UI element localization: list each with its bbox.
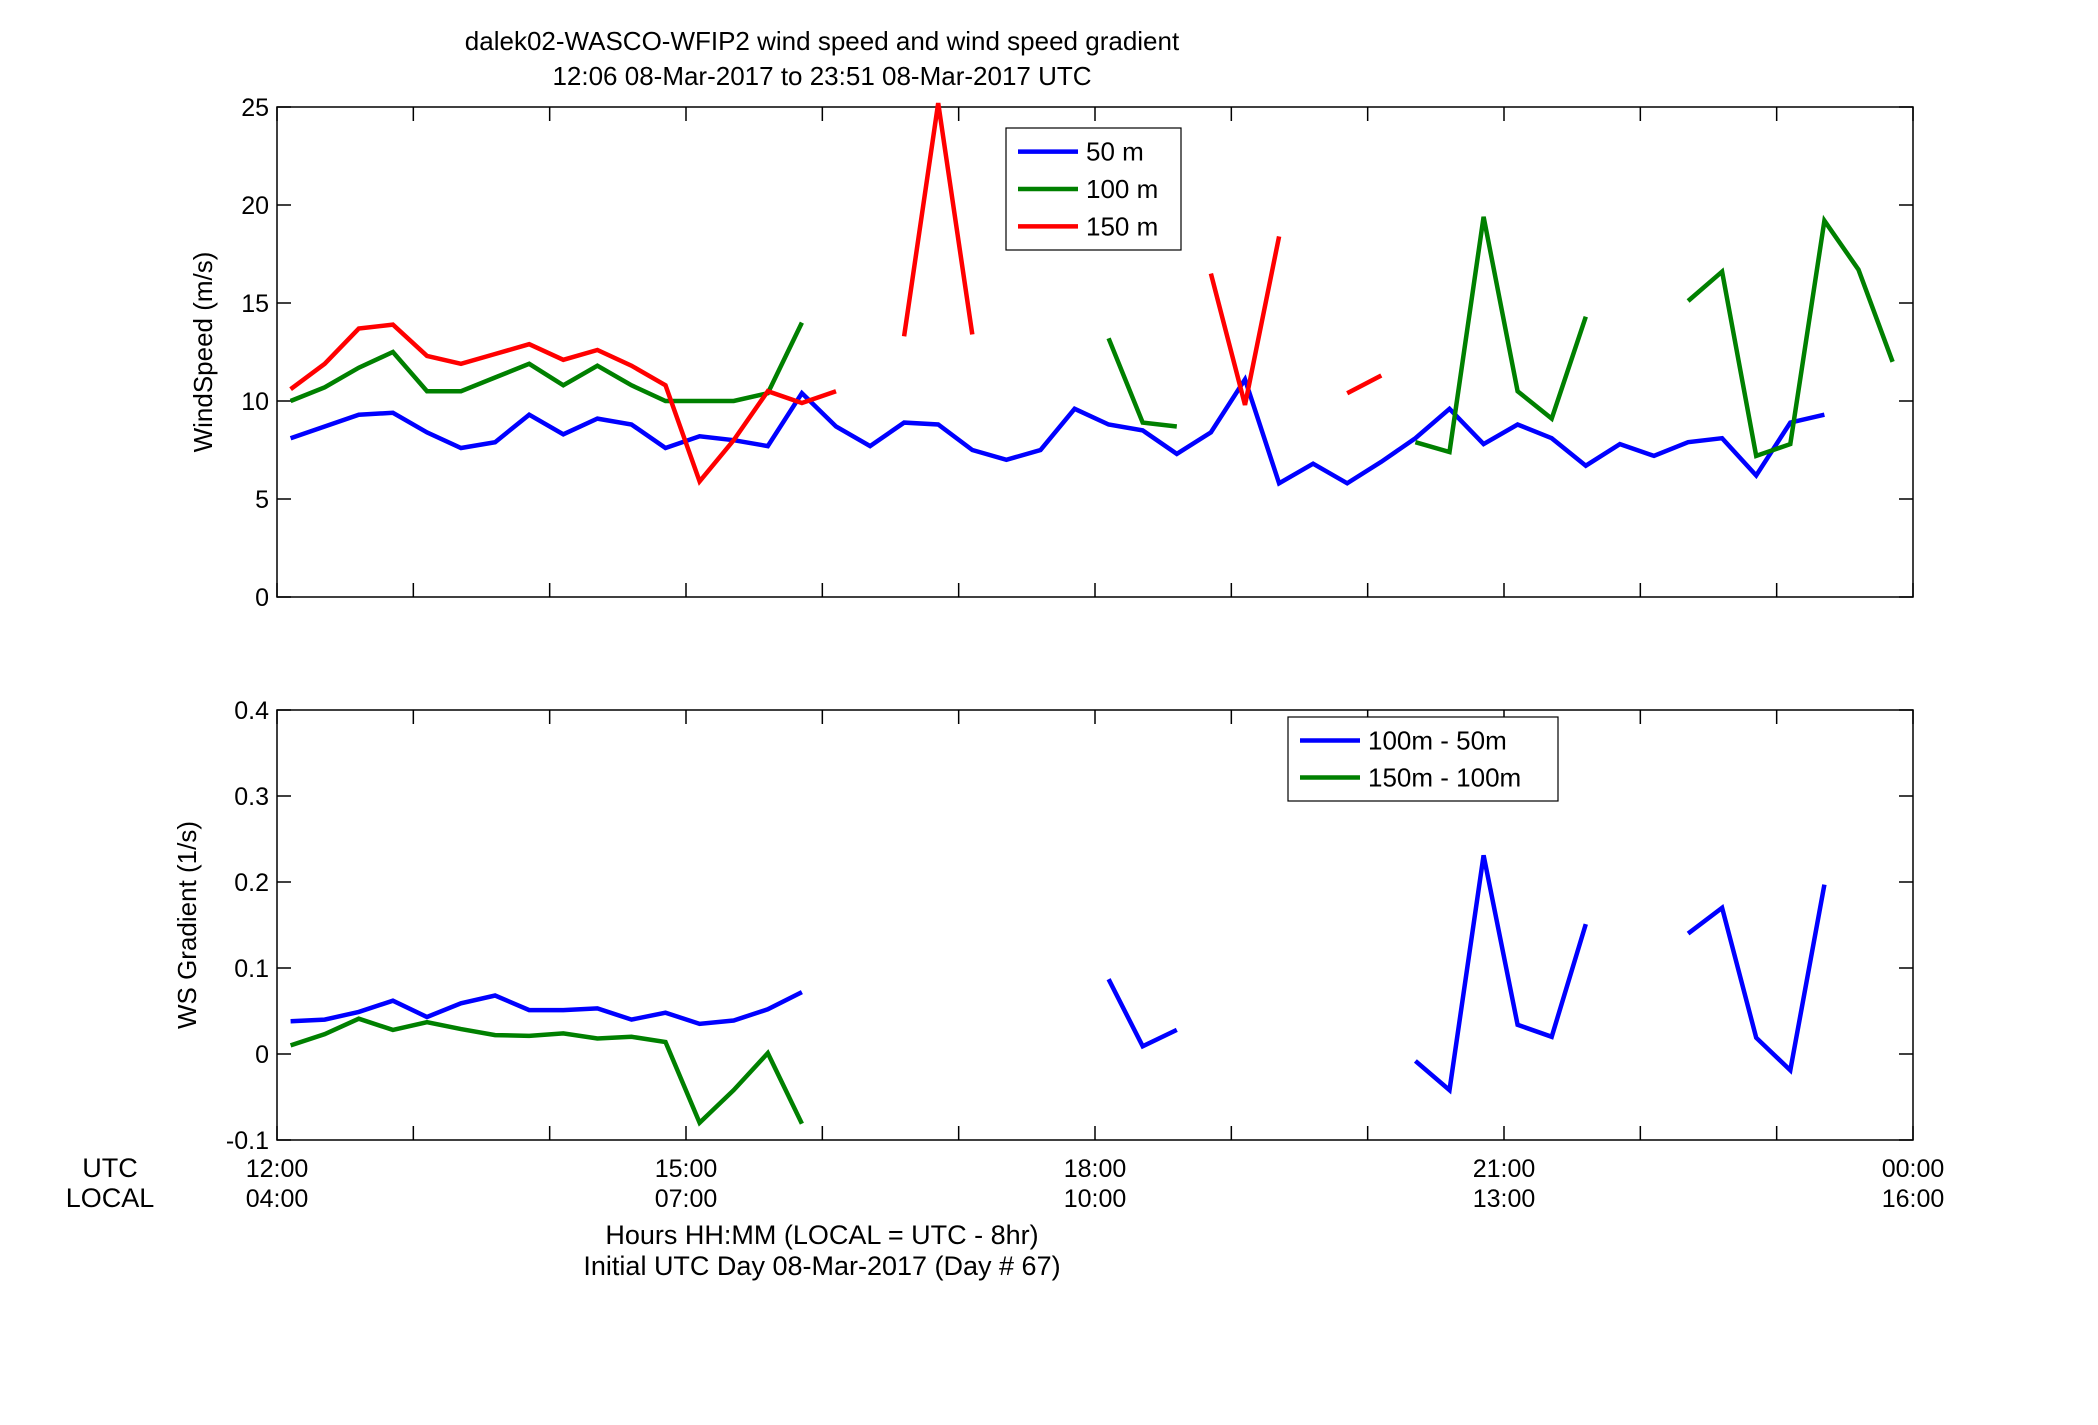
y-axis-label: WindSpeed (m/s) — [188, 252, 218, 453]
series-line-100m-50m — [1686, 884, 1827, 1075]
windspeed-panel: 0 5 10 15 20 25 WindSpeed (m/s) 50 m 100 m 150 m — [188, 94, 1914, 612]
series-line-150-m — [1346, 373, 1383, 396]
x-tick-label-local: 10:00 — [1064, 1185, 1127, 1213]
y-tick-label: 0.2 — [234, 869, 269, 897]
y-tick-label: 5 — [255, 486, 269, 514]
y-tick-label: 0 — [255, 584, 269, 612]
series-line-150-m — [1208, 235, 1282, 406]
x-tick-label-utc: 21:00 — [1473, 1155, 1536, 1183]
series-line-50-m — [289, 374, 1825, 487]
y-tick-label: 15 — [241, 290, 269, 318]
local-row-label: LOCAL — [66, 1183, 155, 1213]
x-tick-label-local: 07:00 — [655, 1185, 718, 1213]
series-line-100m-50m — [1106, 978, 1178, 1050]
legend-label: 150 m — [1086, 211, 1158, 241]
plot-area-2 — [276, 709, 1914, 1141]
x-tick-label-local: 16:00 — [1882, 1185, 1945, 1213]
x-tick-label-utc: 00:00 — [1882, 1155, 1945, 1183]
chart-title-line-2: 12:06 08-Mar-2017 to 23:51 08-Mar-2017 U… — [552, 61, 1091, 91]
legend-label: 50 m — [1086, 137, 1144, 167]
series-line-150m-100m — [289, 1016, 804, 1127]
x-axis-label-line-1: Hours HH:MM (LOCAL = UTC - 8hr) — [605, 1220, 1038, 1250]
legend-box — [1287, 716, 1559, 802]
x-axis-label-line-2: Initial UTC Day 08-Mar-2017 (Day # 67) — [583, 1251, 1060, 1281]
series-line-100-m — [1106, 337, 1178, 429]
series-line-100-m — [289, 321, 804, 404]
legend-label: 100 m — [1086, 174, 1158, 204]
x-tick-label-utc: 15:00 — [655, 1155, 718, 1183]
y-tick-label: -0.1 — [226, 1127, 269, 1155]
legend-label: 100m - 50m — [1368, 726, 1507, 756]
chart-title-line-1: dalek02-WASCO-WFIP2 wind speed and wind … — [465, 26, 1180, 56]
gradient-panel: -0.1 0 0.1 0.2 0.3 0.4 WS Gradient (1/s) 100m -… — [172, 697, 1914, 1155]
series-line-150-m — [901, 102, 975, 337]
series-line-100-m — [1686, 214, 1895, 459]
y-tick-label: 10 — [241, 388, 269, 416]
y-tick-label: 0.4 — [234, 697, 269, 725]
x-tick-label-local: 04:00 — [246, 1185, 309, 1213]
utc-row-label: UTC — [82, 1153, 138, 1183]
y-axis-label: WS Gradient (1/s) — [172, 821, 202, 1029]
y-tick-label: 25 — [241, 94, 269, 122]
x-tick-label-utc: 18:00 — [1064, 1155, 1127, 1183]
series-line-100-m — [1414, 216, 1588, 455]
y-tick-label: 0.1 — [234, 955, 269, 983]
series-line-100m-50m — [1413, 854, 1588, 1095]
series-line-150-m — [289, 322, 837, 486]
x-tick-label-utc: 12:00 — [246, 1155, 309, 1183]
y-tick-label: 0.3 — [234, 783, 269, 811]
y-tick-label: 20 — [241, 192, 269, 220]
series-line-100m-50m — [290, 990, 803, 1027]
y-tick-label: 0 — [255, 1041, 269, 1069]
legend-label: 150m - 100m — [1368, 763, 1521, 793]
x-tick-label-local: 13:00 — [1473, 1185, 1536, 1213]
